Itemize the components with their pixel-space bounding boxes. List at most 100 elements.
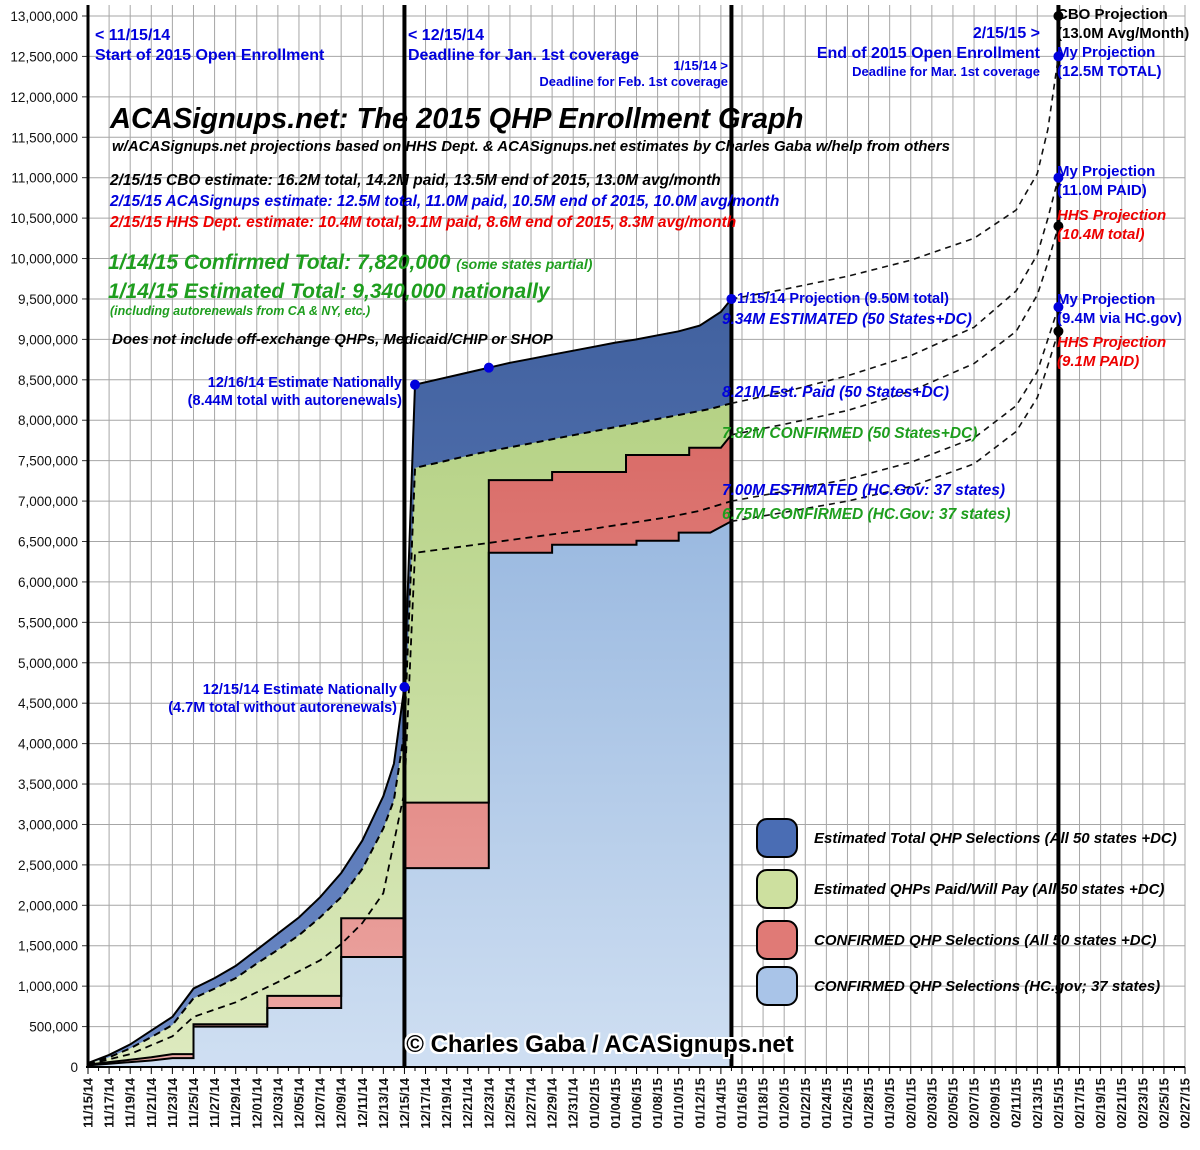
svg-text:6,000,000: 6,000,000 <box>18 575 78 590</box>
svg-text:12/01/14: 12/01/14 <box>249 1077 264 1128</box>
estimate-1215-line1: 12/15/14 Estimate Nationally <box>202 682 397 698</box>
disclaimer-line: Does not include off-exchange QHPs, Medi… <box>112 331 553 348</box>
milestone-jan-text: Deadline for Jan. 1st coverage <box>408 47 640 64</box>
cbo-projection-line2: (13.0M Avg/Month) <box>1057 24 1190 42</box>
svg-text:7,500,000: 7,500,000 <box>18 454 78 469</box>
legend-item-estimated-paid: Estimated QHPs Paid/Will Pay (All 50 sta… <box>756 869 1164 909</box>
my-projection-hcgov-label: My Projection (9.4M via HC.gov) <box>1057 291 1182 329</box>
my-projection-paid-line1: My Projection <box>1057 163 1156 180</box>
svg-text:01/14/15: 01/14/15 <box>713 1078 728 1129</box>
hhs-projection-total-label: HHS Projection (10.4M total) <box>1057 207 1166 245</box>
my-projection-hcgov-line1: My Projection <box>1057 291 1156 308</box>
svg-text:12/25/14: 12/25/14 <box>502 1077 517 1128</box>
svg-text:12/11/14: 12/11/14 <box>355 1077 370 1128</box>
hhs-projection-paid-line1: HHS Projection <box>1057 334 1167 351</box>
legend-label: Estimated QHPs Paid/Will Pay (All 50 sta… <box>814 880 1165 898</box>
svg-text:11/25/14: 11/25/14 <box>186 1077 201 1128</box>
svg-text:02/05/15: 02/05/15 <box>945 1078 960 1129</box>
svg-text:12/13/14: 12/13/14 <box>376 1077 391 1128</box>
hhs-estimate-line: 2/15/15 HHS Dept. estimate: 10.4M total,… <box>110 214 737 231</box>
svg-text:01/02/15: 01/02/15 <box>587 1078 602 1129</box>
confirmed-total-note: (some states partial) <box>456 256 593 272</box>
svg-text:12,500,000: 12,500,000 <box>10 49 78 64</box>
svg-text:500,000: 500,000 <box>29 1020 78 1035</box>
svg-text:11/19/14: 11/19/14 <box>123 1077 138 1128</box>
cbo-estimate-line: 2/15/15 CBO estimate: 16.2M total, 14.2M… <box>110 172 721 189</box>
svg-text:7,000,000: 7,000,000 <box>18 494 78 509</box>
svg-text:12/31/14: 12/31/14 <box>566 1077 581 1128</box>
svg-text:01/08/15: 01/08/15 <box>650 1078 665 1129</box>
svg-text:01/28/15: 01/28/15 <box>861 1078 876 1129</box>
milestone-start-oe: < 11/15/14 Start of 2015 Open Enrollment <box>95 26 324 66</box>
milestone-feb-date: 1/15/14 > <box>673 58 728 73</box>
label-934m: 9.34M ESTIMATED (50 States+DC) <box>722 311 972 328</box>
svg-text:11/21/14: 11/21/14 <box>144 1077 159 1128</box>
svg-text:9,000,000: 9,000,000 <box>18 332 78 347</box>
svg-text:01/18/15: 01/18/15 <box>756 1078 771 1129</box>
hhs-projection-total-line1: HHS Projection <box>1057 207 1167 224</box>
hhs-projection-total-line2: (10.4M total) <box>1057 225 1145 243</box>
label-782m: 7.82M CONFIRMED (50 States+DC) <box>722 425 978 442</box>
svg-text:4,500,000: 4,500,000 <box>18 696 78 711</box>
svg-text:11/29/14: 11/29/14 <box>228 1077 243 1128</box>
milestone-end-sub: Deadline for Mar. 1st coverage <box>852 64 1040 79</box>
svg-text:01/04/15: 01/04/15 <box>608 1078 623 1129</box>
svg-text:8,000,000: 8,000,000 <box>18 413 78 428</box>
label-675m: 6.75M CONFIRMED (HC.Gov: 37 states) <box>722 506 1011 523</box>
milestone-end-date: 2/15/15 > <box>972 25 1040 42</box>
estimate-1215-label: 12/15/14 Estimate Nationally (4.7M total… <box>115 681 397 717</box>
svg-text:1,500,000: 1,500,000 <box>18 939 78 954</box>
svg-text:5,000,000: 5,000,000 <box>18 656 78 671</box>
cbo-projection-label: CBO Projection (13.0M Avg/Month) <box>1057 6 1189 44</box>
milestone-end-text: End of 2015 Open Enrollment <box>816 45 1040 62</box>
svg-text:01/16/15: 01/16/15 <box>734 1078 749 1129</box>
my-projection-total-line2: (12.5M TOTAL) <box>1057 62 1162 80</box>
svg-text:11/27/14: 11/27/14 <box>207 1077 222 1128</box>
svg-text:02/25/15: 02/25/15 <box>1156 1078 1171 1129</box>
estimate-1216-line2: (8.44M total with autorenewals) <box>187 393 402 410</box>
svg-text:2,000,000: 2,000,000 <box>18 898 78 913</box>
svg-text:12/17/14: 12/17/14 <box>418 1077 433 1128</box>
milestone-start-text: Start of 2015 Open Enrollment <box>95 47 325 64</box>
svg-text:12/03/14: 12/03/14 <box>270 1077 285 1128</box>
cbo-projection-line1: CBO Projection <box>1057 6 1168 23</box>
confirmed-total-text: 1/14/15 Confirmed Total: 7,820,000 <box>108 251 451 274</box>
confirmed-total-line: 1/14/15 Confirmed Total: 7,820,000 (some… <box>108 250 592 276</box>
svg-text:02/15/15: 02/15/15 <box>1051 1078 1066 1129</box>
svg-text:02/07/15: 02/07/15 <box>967 1078 982 1129</box>
svg-text:02/27/15: 02/27/15 <box>1178 1078 1193 1129</box>
legend-label: CONFIRMED QHP Selections (HC.gov; 37 sta… <box>814 977 1161 995</box>
legend-item-estimated-total: Estimated Total QHP Selections (All 50 s… <box>756 818 1177 858</box>
svg-text:4,000,000: 4,000,000 <box>18 737 78 752</box>
svg-text:01/22/15: 01/22/15 <box>798 1078 813 1129</box>
page-subtitle: w/ACASignups.net projections based on HH… <box>112 138 950 155</box>
svg-text:0: 0 <box>70 1060 78 1075</box>
svg-text:12/27/14: 12/27/14 <box>524 1077 539 1128</box>
estimate-1215-line2: (4.7M total without autorenewals) <box>168 700 397 717</box>
milestone-feb-deadline: 1/15/14 > Deadline for Feb. 1st coverage <box>520 58 728 91</box>
label-821m: 8.21M Est. Paid (50 States+DC) <box>722 384 949 401</box>
milestone-end-oe: 2/15/15 > End of 2015 Open Enrollment De… <box>742 24 1040 80</box>
my-projection-hcgov-line2: (9.4M via HC.gov) <box>1057 309 1183 327</box>
copyright-watermark: © Charles Gaba / ACASignups.net <box>406 1031 794 1058</box>
legend-item-confirmed-hcgov: CONFIRMED QHP Selections (HC.gov; 37 sta… <box>756 966 1160 1006</box>
legend-swatch <box>756 818 798 858</box>
svg-text:12/07/14: 12/07/14 <box>313 1077 328 1128</box>
svg-text:6,500,000: 6,500,000 <box>18 535 78 550</box>
svg-text:11/15/14: 11/15/14 <box>81 1077 96 1128</box>
svg-text:02/01/15: 02/01/15 <box>903 1078 918 1129</box>
hhs-projection-paid-label: HHS Projection (9.1M PAID) <box>1057 334 1166 372</box>
page-title: ACASignups.net: The 2015 QHP Enrollment … <box>110 103 804 135</box>
svg-text:02/11/15: 02/11/15 <box>1009 1078 1024 1128</box>
svg-text:9,500,000: 9,500,000 <box>18 292 78 307</box>
svg-text:01/24/15: 01/24/15 <box>819 1078 834 1129</box>
svg-text:10,500,000: 10,500,000 <box>10 211 78 226</box>
estimate-1216-label: 12/16/14 Estimate Nationally (8.44M tota… <box>120 374 402 410</box>
svg-text:12/15/14: 12/15/14 <box>397 1077 412 1128</box>
svg-text:01/12/15: 01/12/15 <box>692 1078 707 1129</box>
svg-text:01/06/15: 01/06/15 <box>629 1078 644 1129</box>
acasignups-estimate-line: 2/15/15 ACASignups estimate: 12.5M total… <box>110 193 780 210</box>
svg-text:01/10/15: 01/10/15 <box>671 1078 686 1129</box>
legend-swatch <box>756 920 798 960</box>
